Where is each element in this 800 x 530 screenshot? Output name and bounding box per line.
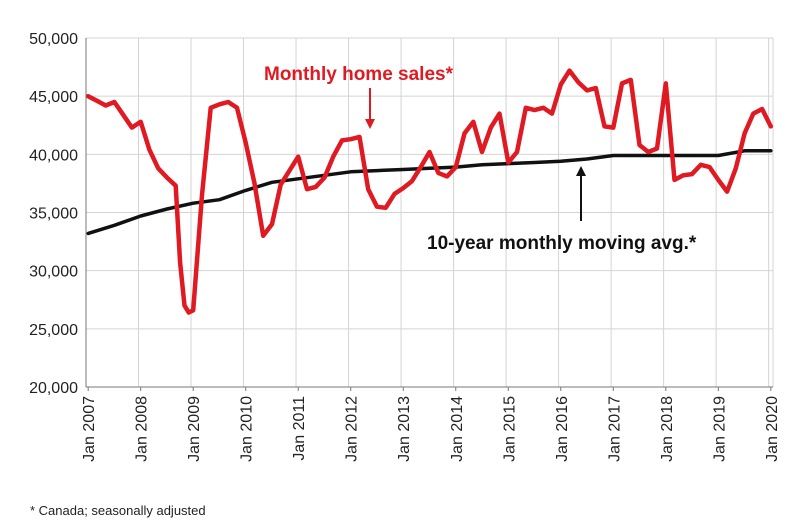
x-tick-label: Jan 2012: [344, 396, 361, 462]
y-tick-label: 45,000: [29, 89, 78, 106]
x-tick-label: Jan 2020: [764, 396, 781, 462]
x-tick-label: Jan 2007: [81, 396, 98, 462]
x-tick-label: Jan 2015: [501, 396, 518, 462]
series-monthly-home-sales: [85, 68, 774, 315]
y-tick-label: 35,000: [29, 206, 78, 223]
x-tick-label: Jan 2017: [606, 396, 623, 462]
moving-avg-arrowhead: [576, 166, 586, 176]
chart-footnote: * Canada; seasonally adjusted: [30, 503, 206, 518]
y-tick-label: 25,000: [29, 322, 78, 339]
monthly-home-sales-arrowhead: [365, 119, 375, 129]
moving-avg-annotation: 10-year monthly moving avg.*: [427, 233, 697, 254]
x-tick-label: Jan 2009: [186, 396, 203, 462]
x-tick-label: Jan 2011: [291, 396, 308, 461]
x-tick-label: Jan 2008: [134, 396, 151, 462]
y-tick-label: 40,000: [29, 147, 78, 164]
series-lines: [85, 68, 774, 315]
x-axis-ticks: Jan 2007 Jan 2008 Jan 2009 Jan 2010 Jan 2011…: [81, 396, 781, 462]
x-tick-label: Jan 2010: [239, 396, 256, 462]
gridlines: [86, 37, 774, 387]
x-tick-label: Jan 2016: [554, 396, 571, 462]
monthly-home-sales-annotation: Monthly home sales*: [264, 64, 454, 85]
x-tick-label: Jan 2019: [711, 396, 728, 462]
y-tick-label: 20,000: [29, 380, 78, 397]
y-axis-ticks: 20,000 25,000 30,000 35,000 40,000 45,000 50,0…: [29, 31, 78, 397]
x-tick-label: Jan 2014: [449, 396, 466, 462]
axes: [85, 38, 773, 391]
y-tick-label: 50,000: [29, 31, 78, 48]
x-tick-label: Jan 2018: [659, 396, 676, 462]
x-tick-label: Jan 2013: [396, 396, 413, 462]
y-tick-label: 30,000: [29, 264, 78, 281]
